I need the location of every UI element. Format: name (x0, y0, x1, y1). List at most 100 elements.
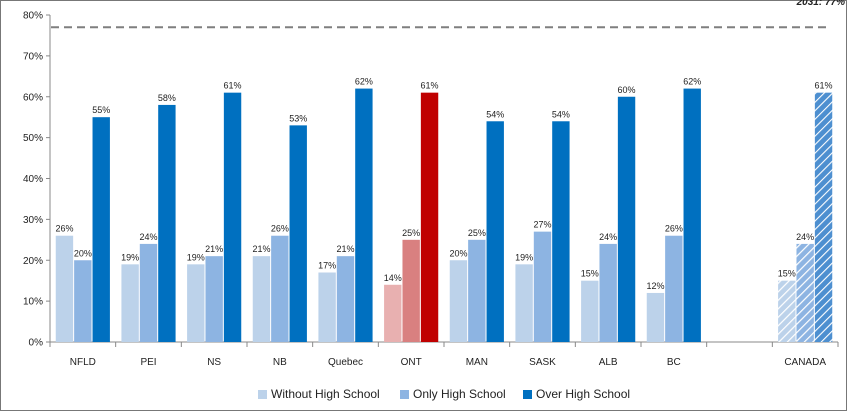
bar (420, 92, 439, 342)
bar (533, 231, 552, 342)
x-category-label: SASK (529, 357, 556, 368)
bar (187, 264, 205, 342)
data-label: 61% (224, 81, 242, 91)
bar (468, 239, 486, 342)
bar (139, 243, 158, 342)
x-category-label: NFLD (70, 357, 96, 368)
legend-label: Over High School (536, 387, 630, 401)
legend-swatch (523, 390, 532, 399)
bar (336, 256, 355, 342)
bar (271, 235, 289, 342)
bar (121, 264, 139, 342)
bar (665, 235, 683, 342)
bar (318, 272, 336, 342)
legend-swatch (400, 390, 409, 399)
x-category-label: NB (273, 357, 287, 368)
data-label: 61% (815, 81, 833, 91)
bar (55, 235, 74, 342)
data-labels: 26%20%55%19%24%58%19%21%61%21%26%53%17%2… (55, 77, 832, 291)
x-category-label: NS (207, 357, 221, 368)
data-label: 26% (271, 224, 289, 234)
bar (814, 92, 833, 342)
bar (402, 239, 420, 342)
data-label: 12% (646, 281, 664, 291)
data-label: 15% (778, 269, 796, 279)
bar (599, 243, 617, 342)
x-category-label: ONT (401, 357, 422, 368)
data-label: 53% (289, 113, 307, 123)
bar (289, 125, 307, 342)
x-axis: NFLD PEI NS NB Quebec ONT MAN SASK ALB BC CANADA (49, 341, 839, 368)
data-label: 62% (355, 77, 373, 87)
target-line-group: 2031: 77% (51, 0, 845, 29)
x-category-label: BC (667, 357, 681, 368)
bar (646, 292, 665, 342)
data-label: 20% (74, 248, 92, 258)
bar (683, 88, 701, 342)
data-label: 61% (421, 81, 439, 91)
data-label: 19% (121, 252, 139, 262)
x-category-label: CANADA (784, 357, 826, 368)
bar (74, 260, 92, 342)
data-label: 25% (402, 228, 420, 238)
y-tick-label: 40% (23, 174, 43, 185)
data-label: 24% (796, 232, 814, 242)
bar (384, 284, 402, 342)
x-category-label: Quebec (328, 357, 363, 368)
data-label: 26% (55, 224, 73, 234)
bar (158, 104, 176, 342)
legend-label: Only High School (413, 387, 506, 401)
bar (552, 121, 570, 343)
target-line-label: 2031: 77% (796, 0, 845, 8)
y-tick-label: 60% (23, 92, 43, 103)
bar (581, 280, 599, 342)
data-label: 58% (158, 93, 176, 103)
y-tick-label: 20% (23, 256, 43, 267)
x-category-label: MAN (466, 357, 488, 368)
bar (617, 96, 636, 342)
data-label: 54% (552, 109, 570, 119)
bars (55, 88, 833, 343)
data-label: 19% (515, 252, 533, 262)
y-tick-label: 10% (23, 297, 43, 308)
y-tick-label: 0% (29, 338, 44, 349)
bar (515, 264, 533, 342)
data-label: 24% (599, 232, 617, 242)
data-label: 62% (683, 77, 701, 87)
data-label: 15% (581, 269, 599, 279)
data-label: 26% (665, 224, 683, 234)
y-tick-label: 30% (23, 215, 43, 226)
legend: Without High School Only High School Over … (258, 387, 630, 401)
data-label: 21% (336, 244, 354, 254)
bar (449, 260, 468, 342)
y-tick-label: 50% (23, 133, 43, 144)
bar (223, 92, 242, 342)
bar (486, 121, 504, 343)
data-label: 17% (318, 261, 336, 271)
bar (92, 117, 110, 342)
x-category-label: ALB (599, 357, 618, 368)
data-label: 60% (618, 85, 636, 95)
bar (796, 243, 814, 342)
legend-label: Without High School (271, 387, 380, 401)
legend-swatch (258, 390, 267, 399)
data-label: 54% (486, 109, 504, 119)
data-label: 19% (187, 252, 205, 262)
y-tick-label: 80% (23, 11, 43, 22)
x-category-label: PEI (140, 357, 156, 368)
data-label: 21% (252, 244, 270, 254)
y-axis: 0% 10% 20% 30% 40% 50% 60% 70% 80% (23, 11, 51, 349)
data-label: 55% (92, 105, 110, 115)
bar (205, 256, 223, 342)
data-label: 24% (139, 232, 157, 242)
bar (355, 88, 373, 342)
y-tick-label: 70% (23, 51, 43, 62)
data-label: 27% (533, 220, 551, 230)
data-label: 25% (468, 228, 486, 238)
data-label: 14% (384, 273, 402, 283)
data-label: 20% (449, 248, 467, 258)
bar (778, 280, 796, 342)
data-label: 21% (205, 244, 223, 254)
bar (252, 256, 271, 342)
